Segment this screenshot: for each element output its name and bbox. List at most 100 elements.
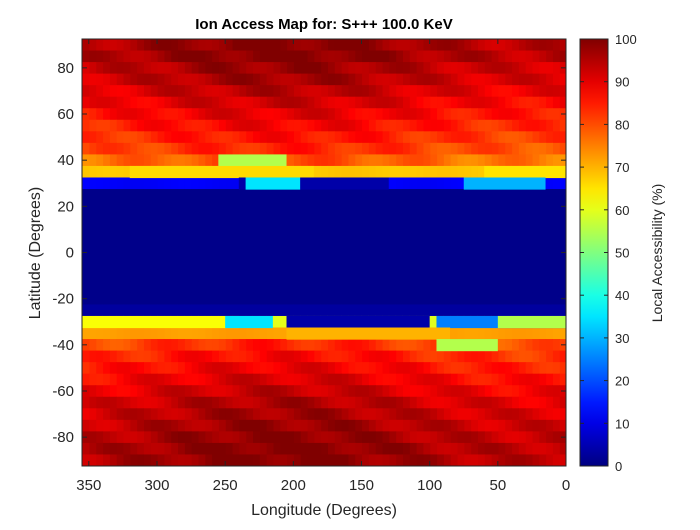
heatmap-cell bbox=[191, 281, 199, 294]
heatmap-cell bbox=[211, 442, 219, 456]
heatmap-cell bbox=[470, 154, 478, 167]
heatmap-cell bbox=[259, 454, 267, 466]
heatmap-cell bbox=[361, 281, 369, 294]
heatmap-cell bbox=[293, 431, 301, 444]
heatmap-cell bbox=[518, 454, 526, 466]
heatmap-cell bbox=[109, 50, 117, 63]
heatmap-cell bbox=[197, 362, 206, 375]
heatmap-cell bbox=[109, 223, 117, 236]
heatmap-cell bbox=[375, 96, 383, 109]
heatmap-cell bbox=[177, 419, 185, 432]
heatmap-cell bbox=[477, 85, 485, 98]
heatmap-cell bbox=[395, 454, 403, 466]
heatmap-cell bbox=[381, 39, 390, 52]
heatmap-cell bbox=[531, 385, 540, 398]
heatmap-cell bbox=[225, 119, 233, 132]
heatmap-cell bbox=[238, 269, 247, 282]
heatmap-cell bbox=[204, 281, 213, 294]
heatmap-cell bbox=[150, 177, 158, 190]
heatmap-cell bbox=[272, 235, 281, 248]
heatmap-cell bbox=[191, 258, 199, 271]
heatmap-cell bbox=[102, 350, 110, 363]
heatmap-cell bbox=[538, 339, 547, 352]
heatmap-cell bbox=[531, 39, 540, 52]
heatmap-cell bbox=[197, 73, 206, 86]
heatmap-cell bbox=[443, 350, 451, 363]
heatmap-cell bbox=[245, 212, 254, 225]
heatmap-cell bbox=[177, 442, 185, 456]
heatmap-cell bbox=[381, 200, 390, 213]
heatmap-cell bbox=[368, 442, 376, 456]
heatmap-cell bbox=[266, 39, 274, 52]
heatmap-cell bbox=[225, 96, 233, 109]
heatmap-cell bbox=[504, 292, 513, 306]
heatmap-cell bbox=[102, 454, 110, 466]
heatmap-cell bbox=[88, 292, 97, 306]
heatmap-cell bbox=[170, 142, 179, 155]
heatmap-cell bbox=[259, 119, 267, 132]
heatmap-cell bbox=[116, 154, 124, 167]
heatmap-cell bbox=[293, 396, 301, 409]
heatmap-cell bbox=[416, 108, 424, 121]
heatmap-cell bbox=[327, 96, 335, 109]
heatmap-cell bbox=[272, 454, 281, 466]
heatmap-cell bbox=[354, 281, 363, 294]
y-tick-label: 40 bbox=[57, 152, 74, 169]
heatmap-cell bbox=[443, 223, 451, 236]
heatmap-cell bbox=[334, 85, 342, 98]
colorbar-tick-label: 30 bbox=[615, 331, 629, 346]
heatmap-cell bbox=[354, 165, 363, 179]
heatmap-cell bbox=[300, 131, 308, 144]
heatmap-cell bbox=[538, 408, 547, 421]
heatmap-cell bbox=[129, 431, 138, 444]
heatmap-cell bbox=[416, 292, 424, 306]
heatmap-cell bbox=[552, 431, 560, 444]
heatmap-cell bbox=[259, 431, 267, 444]
heatmap-cell bbox=[184, 223, 192, 236]
heatmap-cell bbox=[552, 177, 560, 190]
heatmap-cell bbox=[538, 362, 547, 375]
heatmap-cell bbox=[381, 50, 390, 63]
heatmap-cell bbox=[95, 292, 104, 306]
heatmap-cell bbox=[82, 327, 90, 340]
heatmap-cell bbox=[443, 189, 451, 202]
heatmap-cell bbox=[320, 281, 329, 294]
heatmap-cell bbox=[484, 235, 492, 248]
heatmap-cell bbox=[129, 39, 138, 52]
heatmap-cell bbox=[306, 119, 315, 132]
heatmap-cell bbox=[150, 73, 158, 86]
heatmap-cell bbox=[463, 396, 472, 409]
heatmap-cell bbox=[136, 39, 144, 52]
heatmap-cell bbox=[347, 246, 356, 259]
heatmap-cell bbox=[518, 154, 526, 167]
heatmap-cell bbox=[129, 200, 138, 213]
heatmap-cell bbox=[306, 396, 315, 409]
heatmap-cell bbox=[375, 212, 383, 225]
heatmap-cell bbox=[470, 385, 478, 398]
heatmap-cell bbox=[211, 385, 219, 398]
heatmap-cell bbox=[266, 373, 274, 386]
colorbar-tick-label: 90 bbox=[615, 75, 629, 90]
heatmap-cell bbox=[341, 96, 349, 109]
heatmap-cell bbox=[129, 362, 138, 375]
heatmap-cell bbox=[409, 281, 417, 294]
heatmap-cell bbox=[341, 442, 349, 456]
heatmap-cell bbox=[456, 419, 465, 432]
heatmap-cell bbox=[450, 396, 458, 409]
heatmap-cell bbox=[409, 292, 417, 306]
heatmap-cell bbox=[477, 73, 485, 86]
heatmap-cell bbox=[136, 246, 144, 259]
heatmap-cell bbox=[129, 373, 138, 386]
heatmap-cell bbox=[272, 223, 281, 236]
heatmap-cell bbox=[375, 39, 383, 52]
heatmap-cell bbox=[109, 385, 117, 398]
heatmap-cell bbox=[402, 189, 410, 202]
heatmap-cell bbox=[436, 385, 444, 398]
heatmap-cell bbox=[518, 212, 526, 225]
heatmap-cell bbox=[197, 292, 206, 306]
heatmap-cell bbox=[416, 373, 424, 386]
heatmap-cell bbox=[518, 73, 526, 86]
heatmap-cell bbox=[497, 73, 506, 86]
heatmap-cell bbox=[416, 154, 424, 167]
heatmap-cell bbox=[286, 269, 294, 282]
